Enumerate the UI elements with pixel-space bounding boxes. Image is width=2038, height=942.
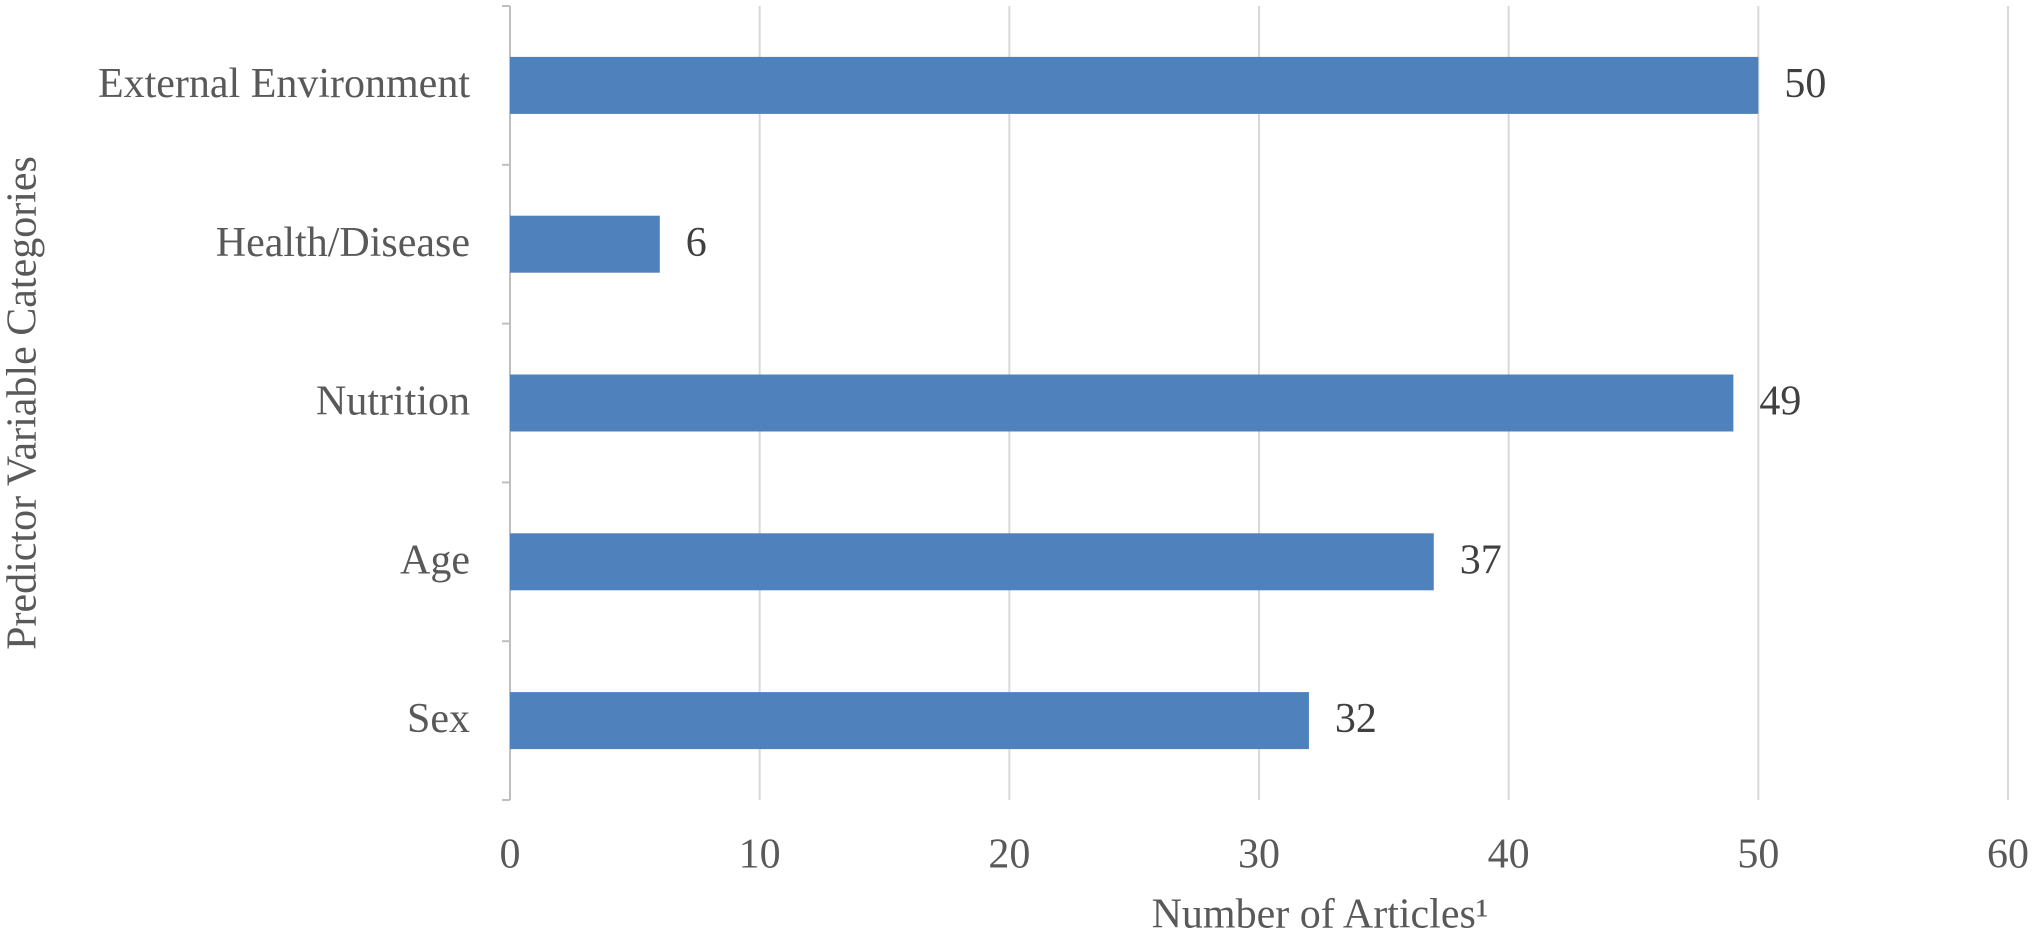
x-tick-label: 60: [1987, 832, 2029, 878]
bar: [510, 692, 1309, 750]
bar: [510, 374, 1734, 432]
y-tick-label: Nutrition: [316, 379, 470, 425]
value-label: 49: [1759, 379, 1801, 425]
x-tick-label: 40: [1488, 832, 1530, 878]
x-tick-label: 20: [988, 832, 1030, 878]
y-tick-label: External Environment: [98, 61, 470, 107]
x-tick-label: 50: [1737, 832, 1779, 878]
y-tick-label: Age: [400, 537, 470, 583]
value-label: 32: [1335, 696, 1377, 742]
y-axis-label: Predictor Variable Categories: [0, 156, 46, 650]
value-label: 37: [1460, 537, 1502, 583]
bar: [510, 56, 1759, 114]
y-tick-label: Health/Disease: [216, 220, 470, 266]
value-label: 6: [686, 220, 707, 266]
bar: [510, 533, 1434, 591]
x-tick-label: 10: [739, 832, 781, 878]
bar: [510, 215, 660, 273]
x-tick-label: 0: [500, 832, 521, 878]
y-tick-label: Sex: [407, 696, 470, 742]
value-label: 50: [1784, 61, 1826, 107]
x-tick-label: 30: [1238, 832, 1280, 878]
x-axis-label: Number of Articles¹: [1152, 892, 1489, 938]
